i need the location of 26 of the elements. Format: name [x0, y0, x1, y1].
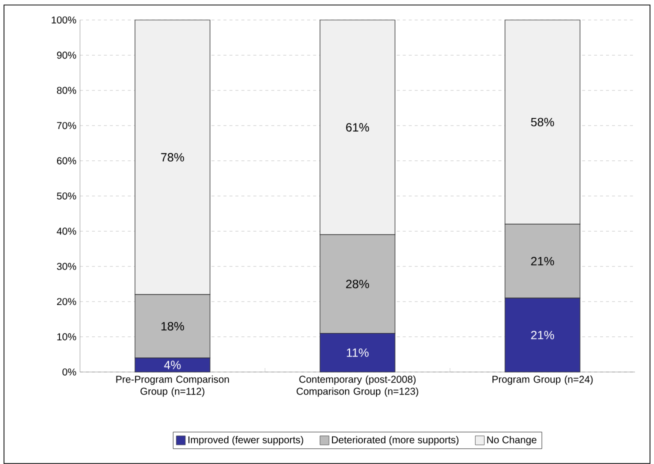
y-tick-label: 40%	[56, 228, 76, 235]
y-tick-label: 90%	[57, 52, 76, 59]
legend-label: Deteriorated (more supports)	[332, 436, 458, 446]
data-label: 11%	[346, 348, 369, 357]
y-tick-label: 100%	[52, 16, 76, 24]
data-label: 18%	[161, 322, 184, 330]
y-tick-label: 80%	[56, 86, 76, 94]
x-tick-label: Program Group (n=24)	[492, 376, 593, 385]
data-label: 78%	[161, 153, 184, 162]
data-label: 58%	[531, 118, 554, 126]
x-tick-label: Pre-Program Comparison Group (n=112)	[116, 376, 229, 397]
y-tick-label: 20%	[57, 298, 76, 306]
y-tick-label: 60%	[57, 157, 76, 164]
y-tick-label: 50%	[56, 192, 76, 200]
data-label: 21%	[531, 330, 554, 340]
legend-label: No Change	[487, 436, 536, 446]
legend-label: Improved (fewer supports)	[188, 436, 304, 446]
data-label: 4%	[164, 360, 181, 370]
y-tick-label: 70%	[57, 122, 76, 130]
y-tick-label: 30%	[56, 262, 76, 270]
data-label: 21%	[531, 256, 554, 266]
data-label: 61%	[346, 123, 370, 132]
y-tick-label: 10%	[57, 333, 76, 340]
data-label: 28%	[346, 280, 370, 288]
y-tick-label: 0%	[62, 368, 76, 376]
x-tick-label: Contemporary (post-2008) Comparison Group (n=123)	[296, 376, 418, 397]
